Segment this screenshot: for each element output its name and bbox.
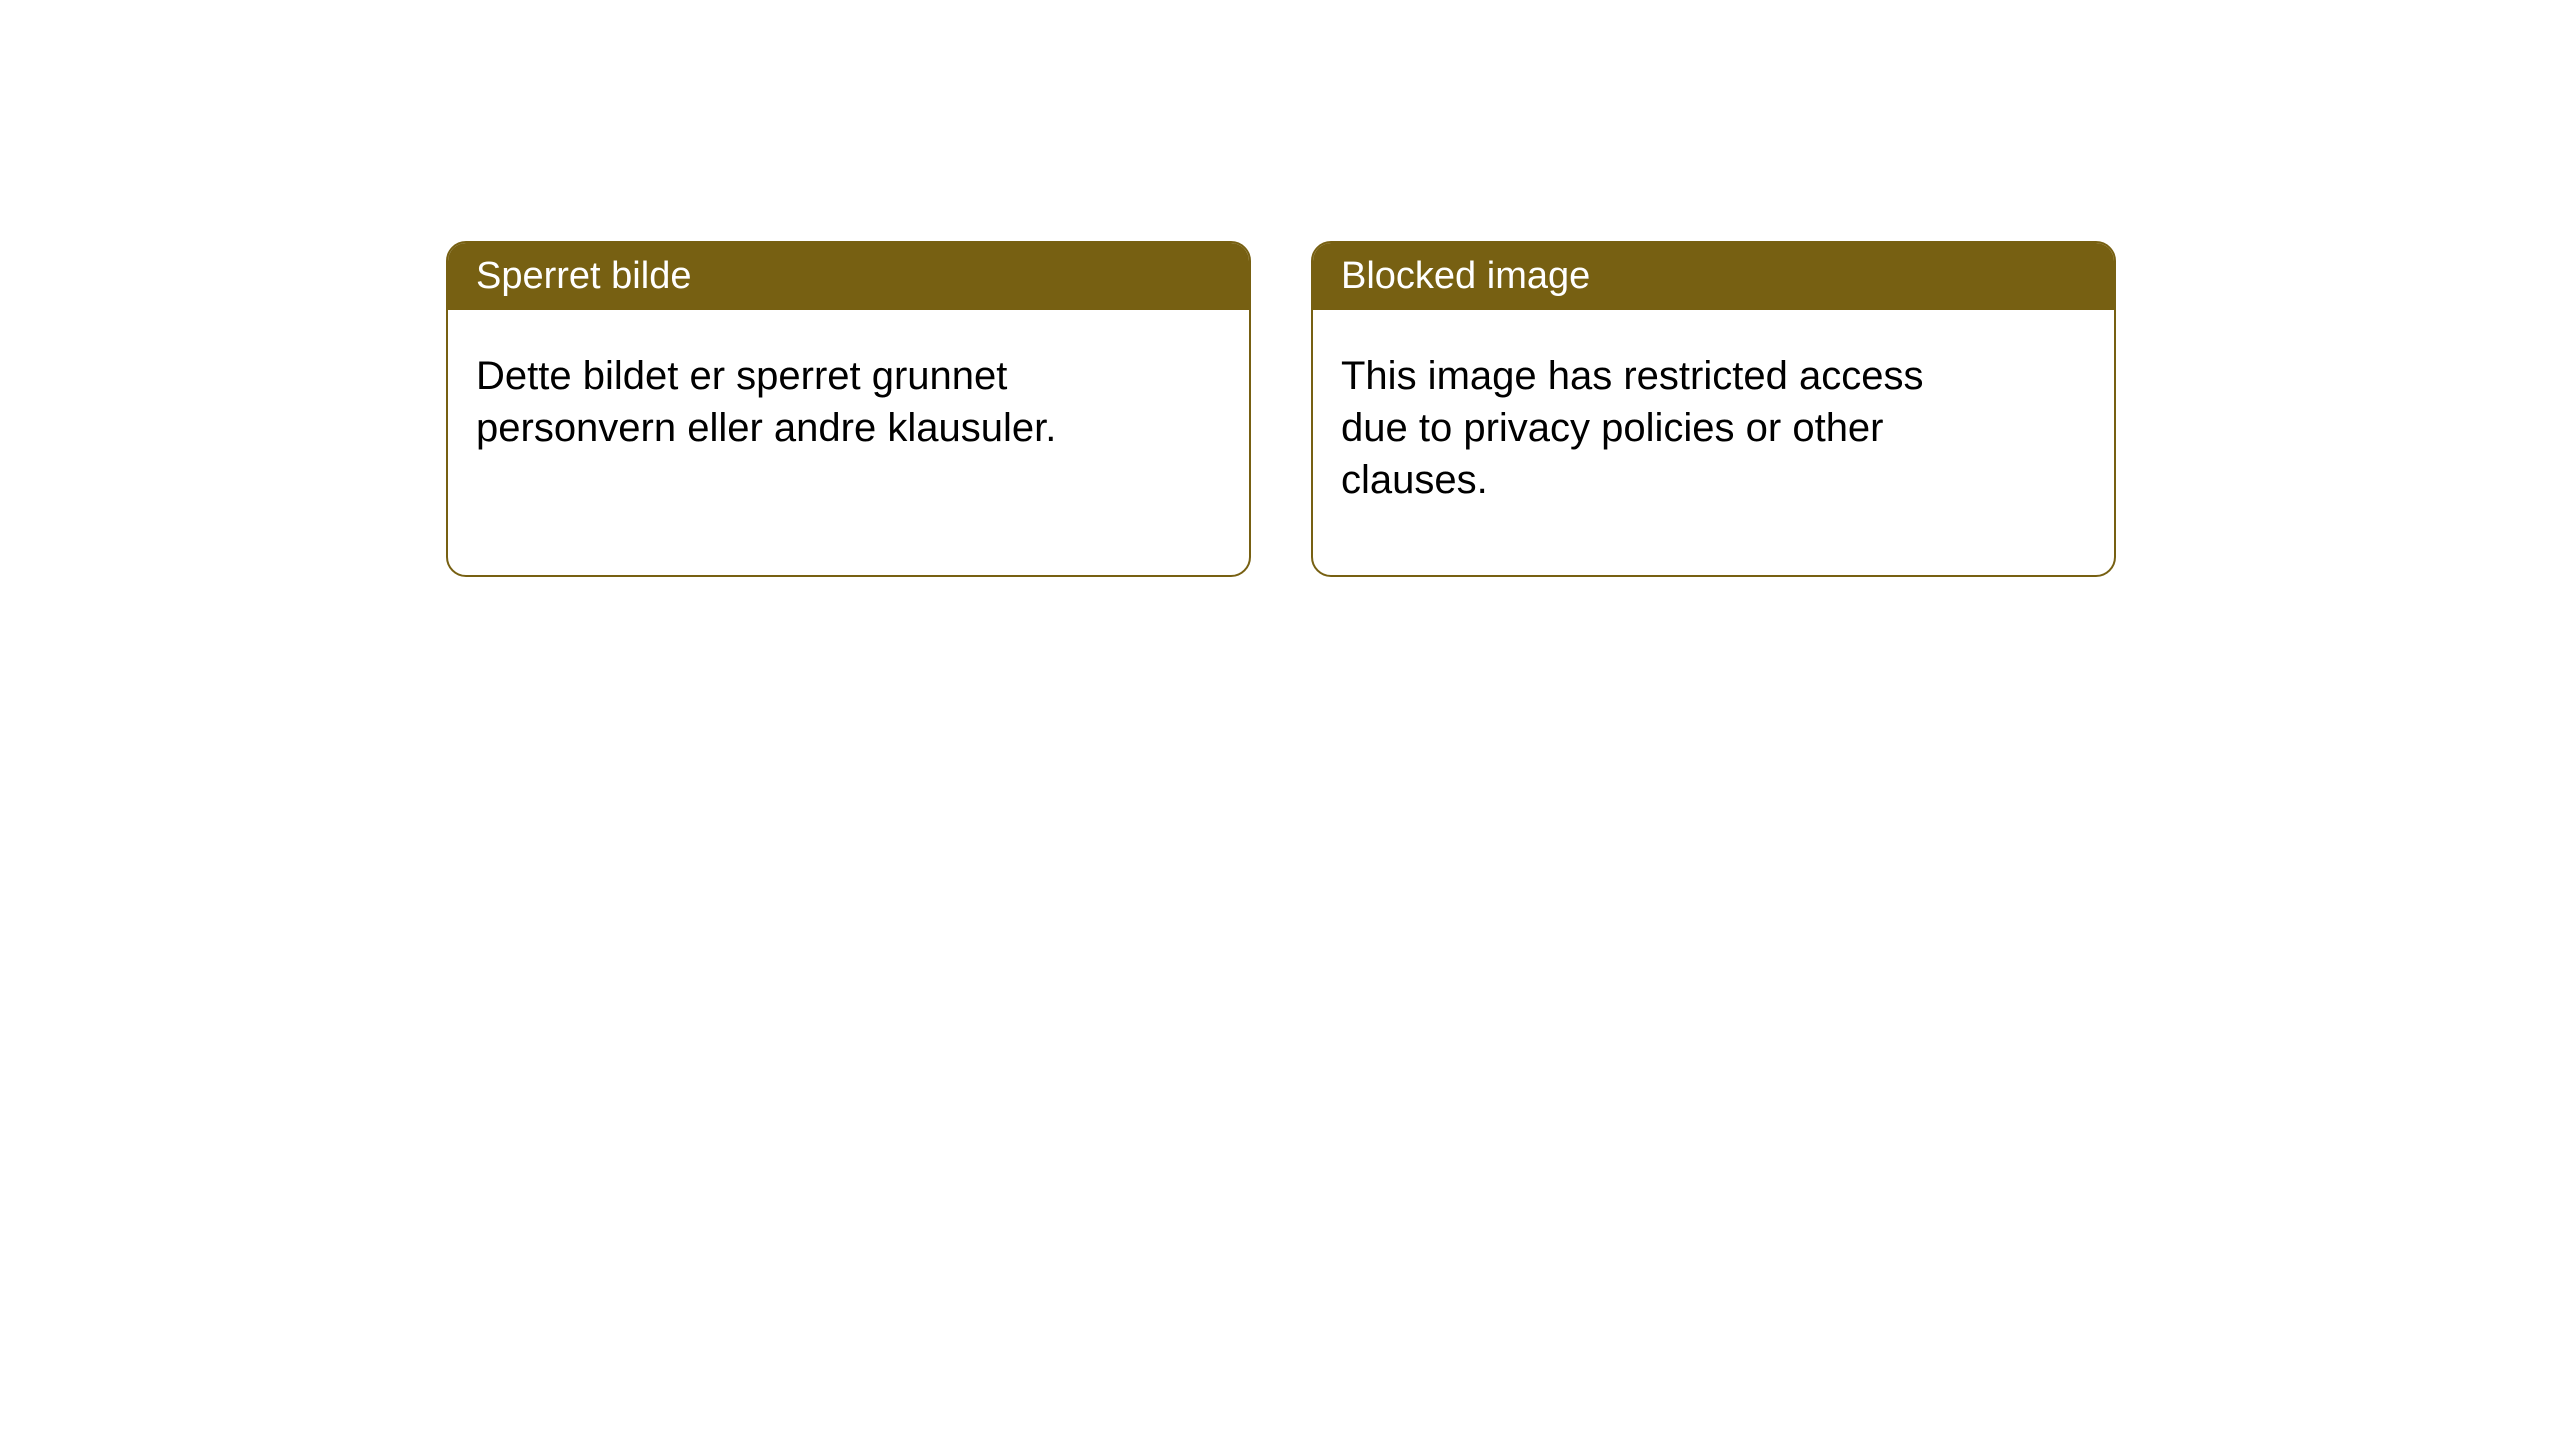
card-header: Sperret bilde <box>448 243 1249 310</box>
notice-container: Sperret bilde Dette bildet er sperret gr… <box>0 0 2560 577</box>
card-body-text: Dette bildet er sperret grunnet personve… <box>476 354 1056 450</box>
card-body: Dette bildet er sperret grunnet personve… <box>448 310 1108 494</box>
notice-card-norwegian: Sperret bilde Dette bildet er sperret gr… <box>446 241 1251 577</box>
card-title: Sperret bilde <box>476 255 691 297</box>
notice-card-english: Blocked image This image has restricted … <box>1311 241 2116 577</box>
card-body: This image has restricted access due to … <box>1313 310 1973 546</box>
card-title: Blocked image <box>1341 255 1590 297</box>
card-header: Blocked image <box>1313 243 2114 310</box>
card-body-text: This image has restricted access due to … <box>1341 354 1923 502</box>
